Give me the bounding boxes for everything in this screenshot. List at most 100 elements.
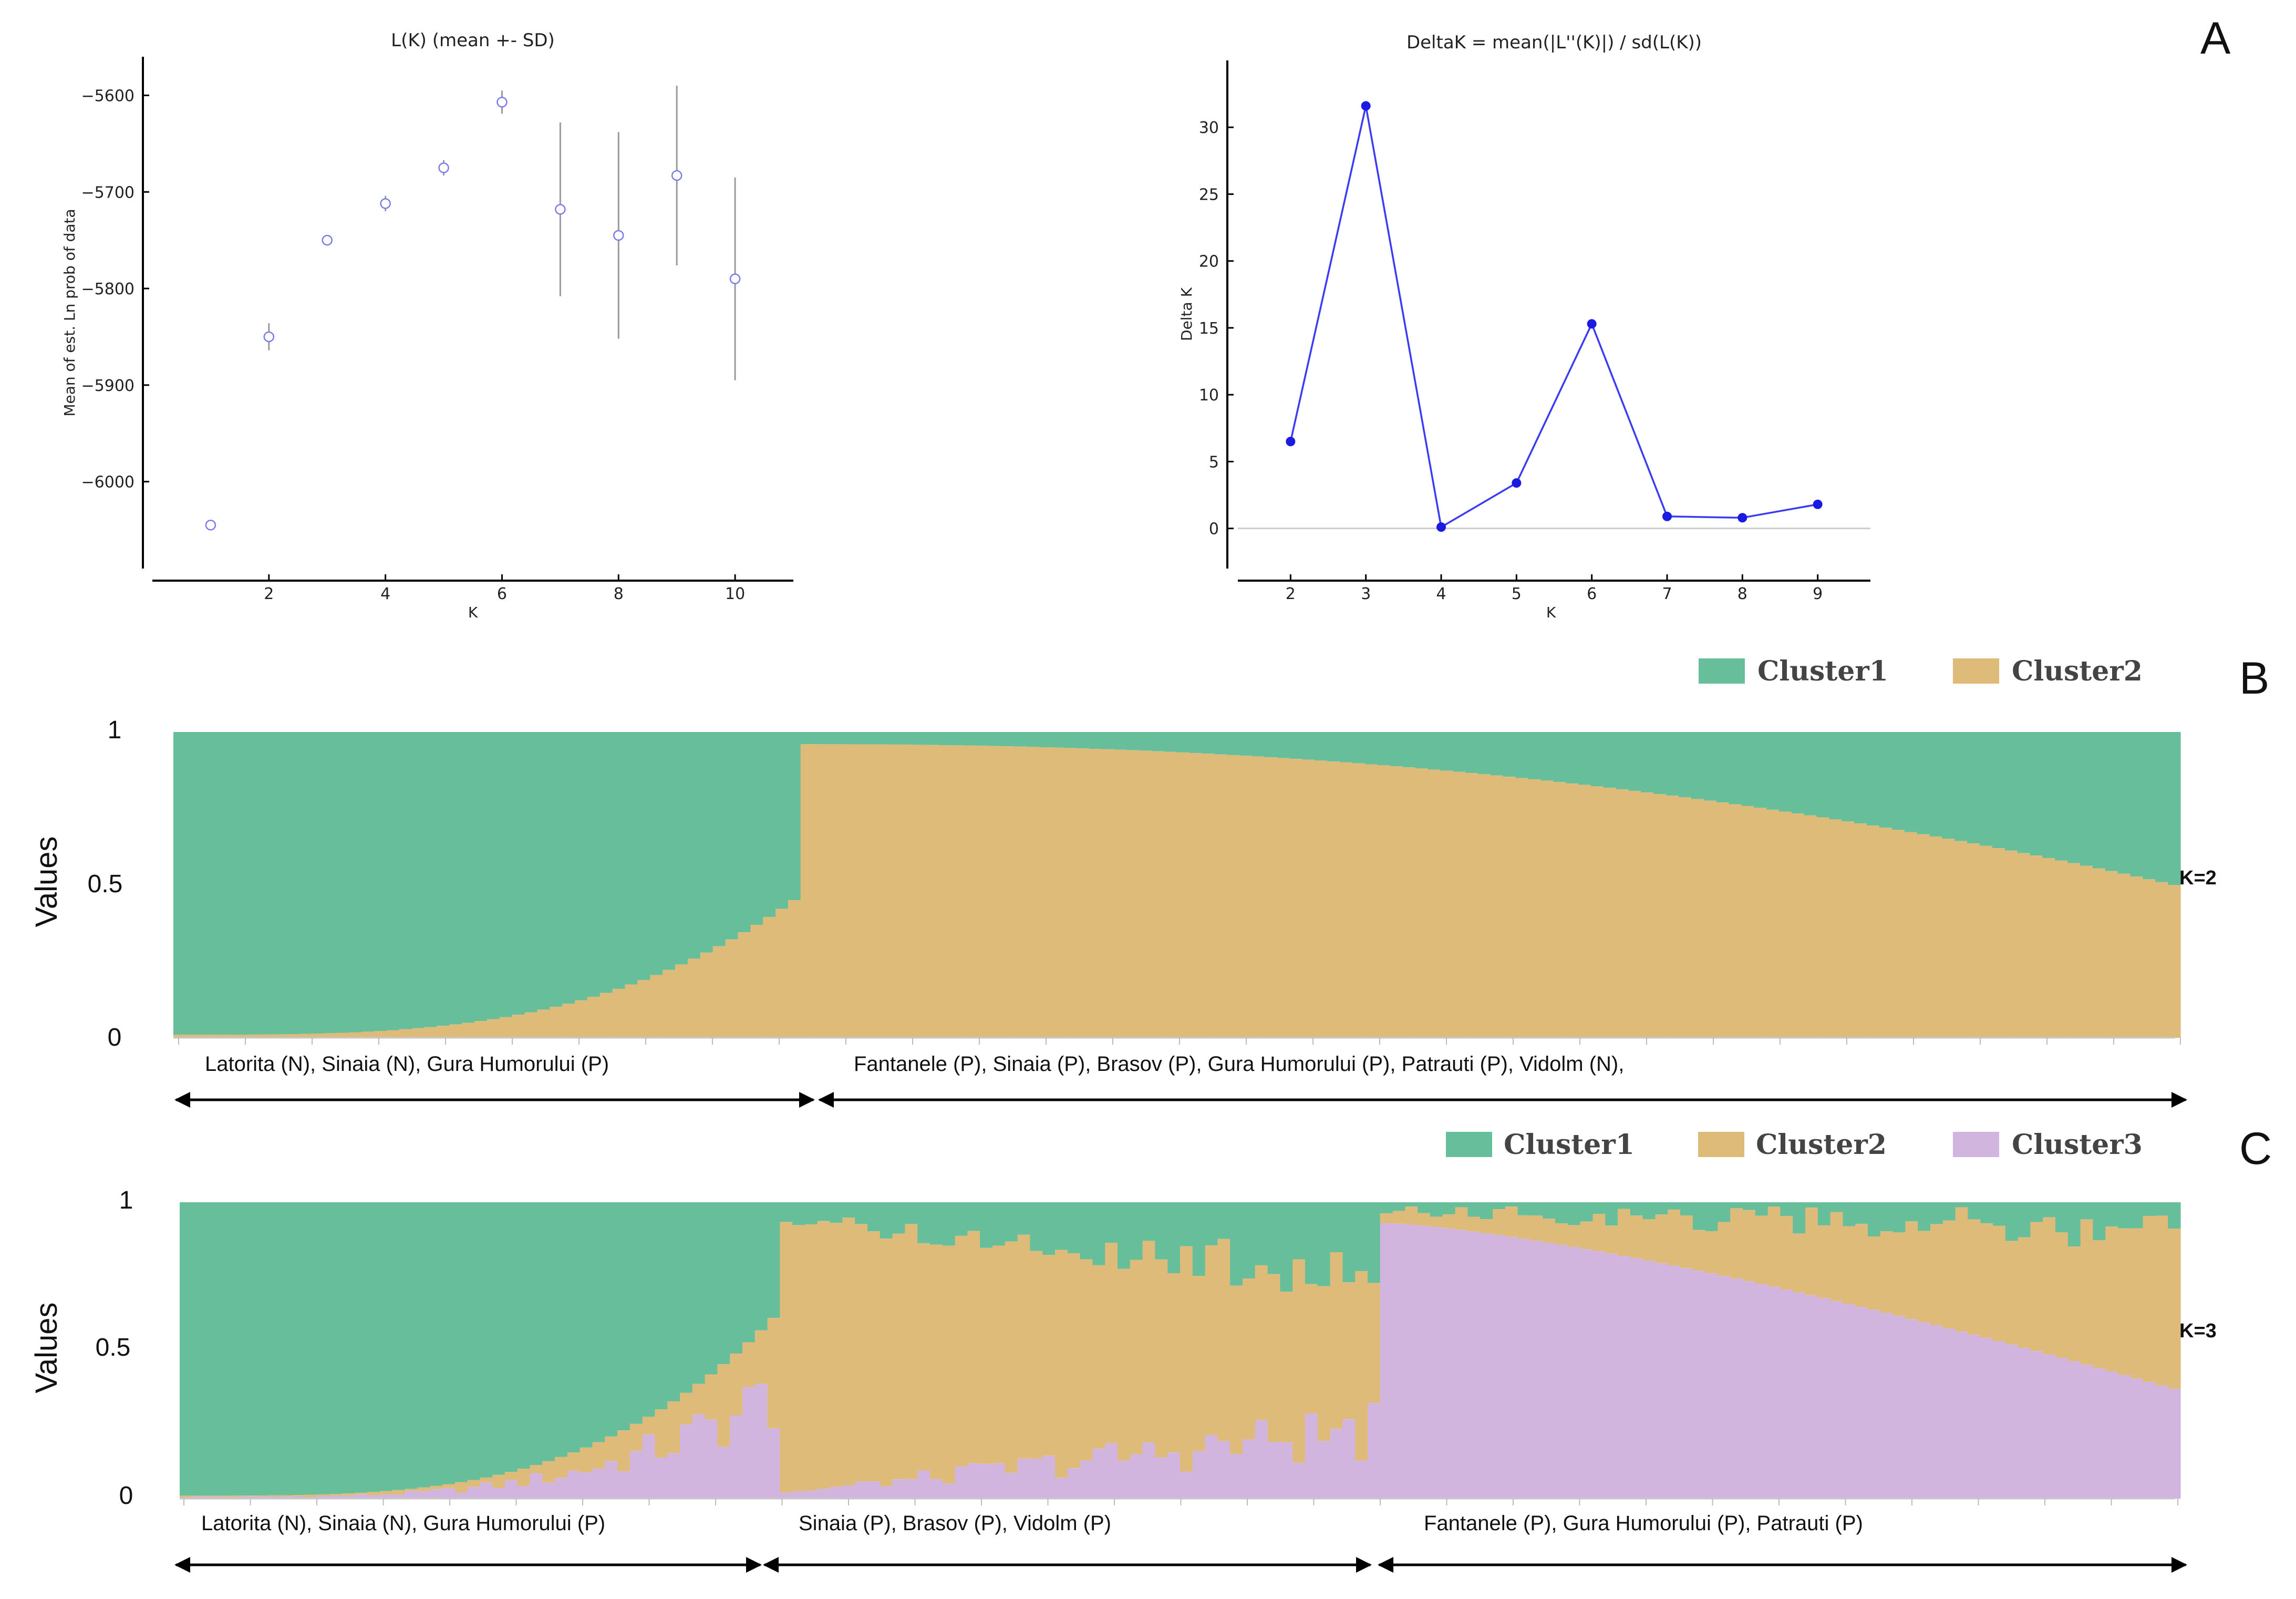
k2-bar-cluster2 (1917, 834, 1930, 1038)
k3-bar-cluster2 (555, 1457, 568, 1478)
k3-bar-cluster1 (1330, 1202, 1343, 1253)
k3-bar-cluster3 (754, 1384, 768, 1499)
k2-bar-cluster1 (1867, 732, 1880, 826)
k3-bar-cluster2 (530, 1465, 543, 1473)
k3-bar-cluster2 (1680, 1215, 1693, 1268)
k2-bar-cluster1 (173, 732, 187, 1035)
k3-bar-cluster2 (742, 1342, 756, 1387)
k3-bar-cluster3 (2018, 1347, 2031, 1499)
k3-bar-cluster2 (1030, 1251, 1043, 1459)
k2-bar-cluster2 (1352, 763, 1366, 1038)
k3-legend-label-cluster3: Cluster3 (2012, 1129, 2143, 1161)
k2-bar-cluster1 (1929, 732, 1942, 837)
k2-bar-cluster2 (976, 746, 989, 1038)
k3-bar-cluster3 (1355, 1460, 1368, 1499)
k2-bar-cluster1 (1202, 732, 1215, 754)
lk-ytick-label: −6000 (81, 473, 135, 492)
k2-bar-cluster1 (901, 732, 914, 745)
k2-bar-cluster1 (424, 732, 437, 1027)
k2-bar-cluster1 (650, 732, 663, 975)
k3-bar-cluster1 (2080, 1202, 2093, 1220)
k2-bar-cluster1 (361, 732, 375, 1032)
k3-bar-cluster3 (1418, 1225, 1431, 1499)
k3-bar-cluster1 (1155, 1202, 1168, 1260)
k3-legend-swatch-cluster1 (1446, 1132, 1492, 1157)
k3-bar-cluster1 (2018, 1202, 2031, 1237)
k2-bar-cluster2 (1942, 839, 1955, 1038)
k2-bar-cluster1 (286, 732, 299, 1035)
k2-bar-cluster2 (1691, 799, 1704, 1038)
deltak-point (1737, 513, 1747, 523)
deltak-ytick-label: 20 (1199, 253, 1219, 271)
k2-legend-swatch-cluster2 (1953, 658, 1999, 684)
k3-bar-cluster2 (1305, 1284, 1318, 1414)
k3-bar-cluster1 (1543, 1202, 1556, 1219)
k3-bar-cluster1 (367, 1202, 380, 1492)
k3-bar-cluster2 (1280, 1292, 1293, 1442)
lk-point (497, 97, 508, 108)
k3-bar-cluster2 (2143, 1216, 2156, 1382)
k3-bar-cluster3 (1330, 1429, 1343, 1499)
k3-bar-cluster3 (955, 1466, 968, 1499)
k2-bar-cluster2 (951, 745, 964, 1038)
k3-bar-cluster3 (467, 1487, 480, 1499)
k3-bar-cluster1 (504, 1202, 518, 1472)
k2-bar-cluster2 (2017, 853, 2031, 1038)
k3-bar-cluster1 (442, 1202, 456, 1484)
k2-bar-cluster2 (449, 1024, 462, 1038)
deltak-xtick-label: 3 (1361, 585, 1371, 603)
deltak-xtick-label: 2 (1286, 585, 1296, 603)
k3-bar-cluster3 (504, 1480, 518, 1499)
k3-bar-cluster2 (580, 1447, 593, 1472)
k3-bar-cluster3 (717, 1447, 730, 1499)
k2-bar-cluster2 (637, 979, 650, 1038)
k3-bar-cluster1 (1743, 1202, 1756, 1210)
k3-bar-cluster3 (730, 1415, 743, 1499)
k3-bar-cluster1 (2093, 1202, 2106, 1241)
k3-y-label: Values (29, 1302, 64, 1393)
k3-bar-cluster3 (1342, 1419, 1356, 1499)
deltak-xtick-label: 4 (1436, 585, 1446, 603)
k3-bar-cluster3 (2043, 1354, 2056, 1499)
k2-bar-cluster2 (988, 746, 1002, 1038)
k2-bar-cluster2 (763, 917, 776, 1038)
k3-bar-cluster1 (1530, 1202, 1543, 1216)
k2-bar-cluster1 (1101, 732, 1115, 749)
k3-bar-cluster2 (2030, 1222, 2043, 1352)
k2-bar-cluster1 (712, 732, 726, 946)
k2-bar-cluster2 (249, 1034, 262, 1038)
k3-bar-cluster3 (1692, 1271, 1706, 1499)
k3-bar-cluster1 (1217, 1202, 1230, 1239)
k2-bar-cluster1 (2080, 732, 2093, 866)
k2-bar-cluster1 (1553, 732, 1566, 782)
k2-bar-cluster1 (298, 732, 312, 1034)
k3-bar-cluster3 (1905, 1319, 1918, 1499)
k3-bar-cluster3 (417, 1491, 430, 1499)
k2-bar-cluster2 (1390, 766, 1403, 1038)
k3-bar-cluster3 (792, 1491, 805, 1499)
deltak-title: DeltaK = mean(|L''(K)|) / sd(L(K)) (1406, 32, 1702, 53)
k2-bar-cluster1 (1402, 732, 1416, 768)
deltak-xtick-label: 5 (1512, 585, 1522, 603)
deltak-point (1436, 522, 1446, 532)
k2-bar-cluster1 (211, 732, 224, 1035)
k3-bar-cluster3 (980, 1463, 993, 1499)
k3-bar-cluster2 (1368, 1283, 1381, 1403)
k2-bar-cluster1 (1139, 732, 1152, 751)
k3-bar-cluster2 (355, 1492, 368, 1494)
k2-bar-cluster2 (838, 744, 851, 1038)
k2-bar-cluster1 (976, 732, 989, 746)
k3-bar-cluster3 (842, 1485, 855, 1499)
k2-bar-cluster2 (2105, 871, 2118, 1038)
k3-bar-cluster3 (392, 1494, 405, 1499)
k3-bar-cluster3 (2118, 1375, 2131, 1499)
k3-bar-cluster3 (817, 1489, 831, 1499)
k3-bar-cluster1 (1517, 1202, 1530, 1215)
k3-bar-cluster3 (1305, 1413, 1318, 1499)
k2-bar-cluster2 (1703, 800, 1717, 1038)
k2-bar-cluster2 (1077, 748, 1090, 1038)
k3-bar-cluster3 (2067, 1361, 2081, 1499)
k3-bar-cluster1 (642, 1202, 655, 1417)
k3-bar-cluster3 (1155, 1457, 1168, 1499)
k2-bar-cluster2 (198, 1035, 212, 1038)
